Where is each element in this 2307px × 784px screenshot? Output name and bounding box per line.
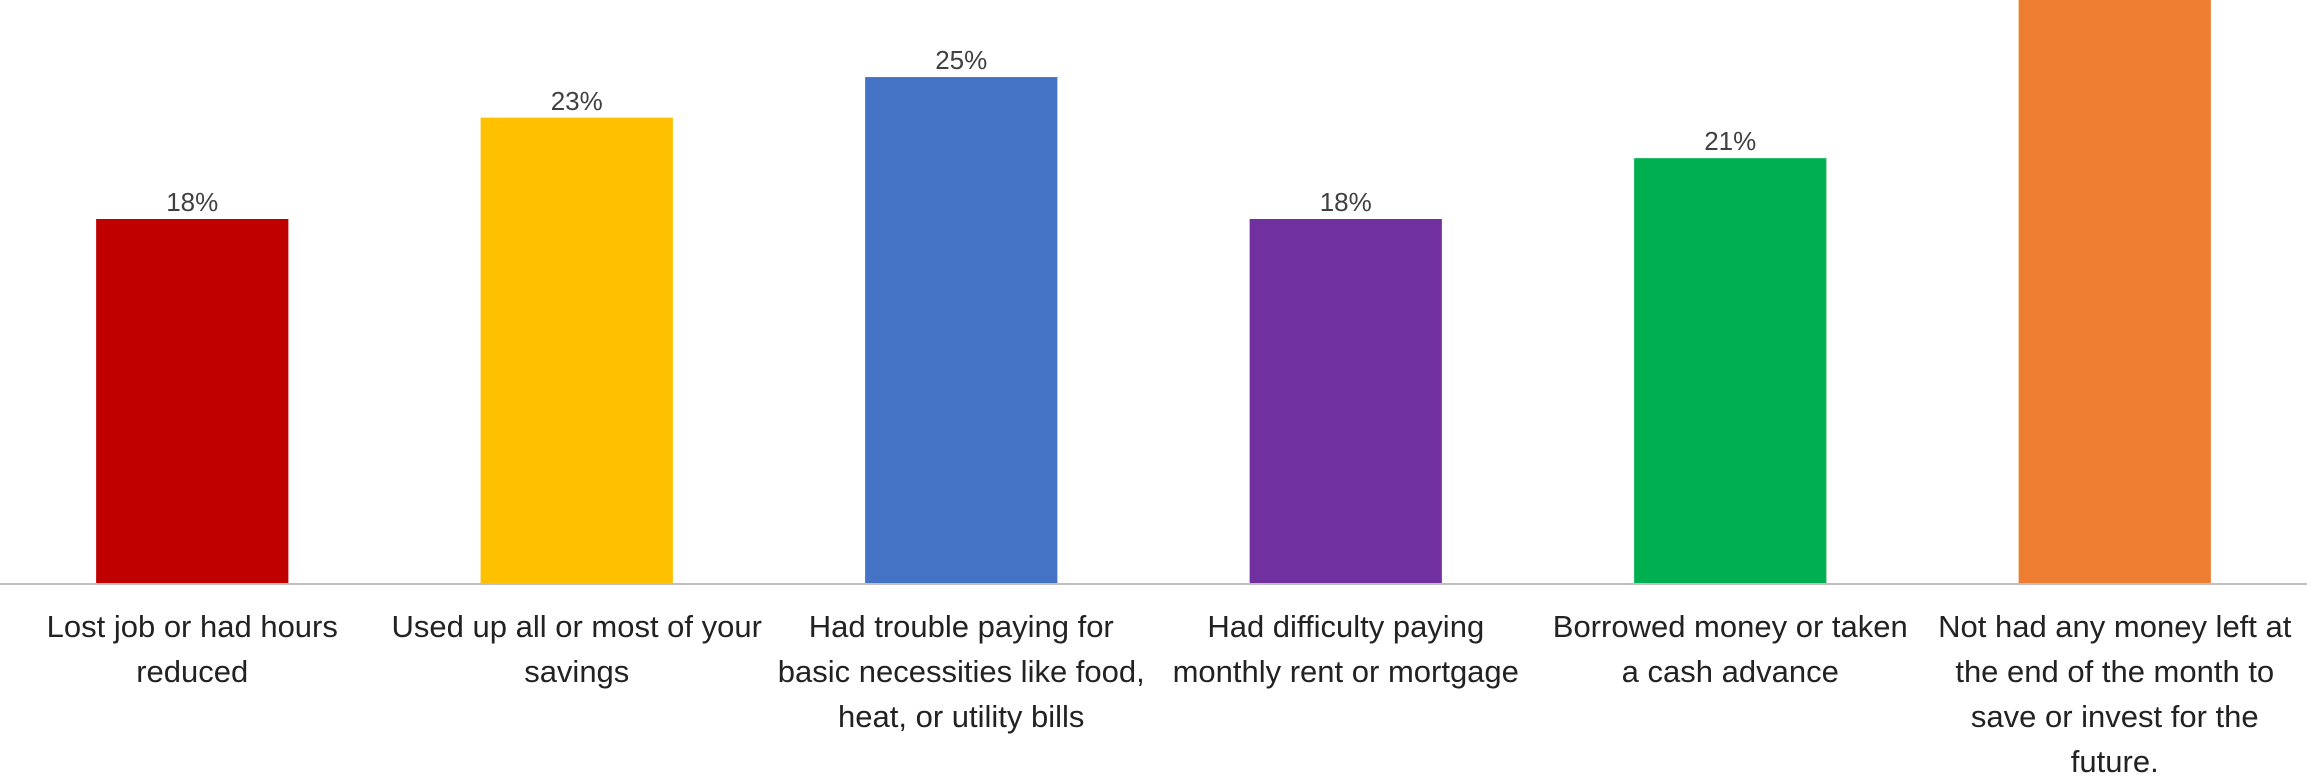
- bar: [2018, 0, 2211, 584]
- bar: [865, 77, 1058, 585]
- value-label: 23%: [550, 85, 603, 116]
- x-tick-label: Had trouble paying for basic necessities…: [777, 609, 1145, 734]
- x-tick-label: Had difficulty paying monthly rent or mo…: [1172, 609, 1519, 689]
- value-label: 25%: [935, 45, 988, 76]
- value-label: 18%: [1319, 187, 1372, 217]
- x-tick-label: Borrowed money or taken a cash advance: [1552, 609, 1908, 689]
- bar: [1249, 219, 1442, 584]
- bar: [1634, 158, 1827, 584]
- x-tick-label: Not had any money left at the end of the…: [1938, 609, 2292, 779]
- x-tick-label: Used up all or most of your savings: [391, 609, 762, 689]
- bar: [480, 117, 673, 584]
- value-label: 21%: [1704, 126, 1757, 157]
- x-tick-label: Lost job or had hours reduced: [46, 609, 338, 689]
- value-label: 18%: [166, 187, 219, 217]
- bar: [96, 219, 289, 584]
